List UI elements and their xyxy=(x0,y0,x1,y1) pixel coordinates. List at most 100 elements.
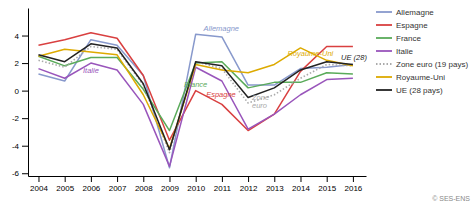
tick-label: 2011 xyxy=(214,184,232,193)
annotation: Italie xyxy=(83,66,99,75)
plot-area xyxy=(38,33,352,168)
tick-mark xyxy=(143,176,144,182)
legend-label: Italie xyxy=(396,47,413,56)
tick-label: 2 xyxy=(15,59,20,68)
tick-label: 2005 xyxy=(56,184,74,193)
tick-mark xyxy=(91,176,92,182)
tick-label: 2006 xyxy=(82,184,100,193)
x-tick: 2004 xyxy=(30,176,48,193)
annotation-line: Italie xyxy=(83,66,99,75)
y-tick: -2 xyxy=(12,114,28,123)
x-tick: 2007 xyxy=(109,176,127,193)
x-tick: 2016 xyxy=(345,176,363,193)
x-tick: 2014 xyxy=(292,176,310,193)
tick-mark xyxy=(22,173,28,174)
tick-label: 4 xyxy=(15,32,20,41)
legend-swatch xyxy=(376,63,392,65)
tick-mark xyxy=(248,176,249,182)
tick-label: -6 xyxy=(12,169,20,178)
annotation-line: UE (28) xyxy=(341,53,367,62)
tick-mark xyxy=(22,91,28,92)
legend-item: Royaume-Uni xyxy=(376,73,445,82)
legend-label: Espagne xyxy=(396,21,428,30)
y-tick: -6 xyxy=(12,169,28,178)
tick-label: 0 xyxy=(15,87,20,96)
series-line xyxy=(38,63,352,166)
annotation: Espagne xyxy=(206,90,236,99)
tick-mark xyxy=(22,63,28,64)
legend: Allemagne Espagne France Italie Zone euro (1… xyxy=(376,8,468,95)
legend-label: UE (28 pays) xyxy=(396,86,443,95)
series-line xyxy=(38,44,352,150)
tick-mark xyxy=(196,176,197,182)
x-tick: 2012 xyxy=(240,176,258,193)
series-line xyxy=(38,33,352,140)
annotation: Allemagne xyxy=(203,24,239,33)
x-axis: 2004 2005 2006 2007 2008 2009 2010 2011 2012 2013… xyxy=(29,176,367,193)
legend-item: UE (28 pays) xyxy=(376,86,443,95)
legend-item: Allemagne xyxy=(376,8,434,17)
annotation-line: France xyxy=(184,80,207,89)
legend-label: France xyxy=(396,34,421,43)
tick-label: 2004 xyxy=(30,184,48,193)
x-tick: 2009 xyxy=(161,176,179,193)
legend-label: Royaume-Uni xyxy=(396,73,445,82)
annotation-line: euro xyxy=(252,101,267,110)
legend-item: Espagne xyxy=(376,21,428,30)
y-tick: 2 xyxy=(15,59,28,68)
tick-mark xyxy=(353,176,354,182)
tick-mark xyxy=(117,176,118,182)
annotation: Royaume-Uni xyxy=(287,49,333,58)
annotation-line: Espagne xyxy=(206,90,236,99)
x-tick: 2006 xyxy=(82,176,100,193)
annotation-line: © SES-ENS xyxy=(432,195,470,202)
tick-label: 2014 xyxy=(292,184,310,193)
tick-mark xyxy=(274,176,275,182)
tick-label: 2015 xyxy=(318,184,336,193)
tick-mark xyxy=(38,176,39,182)
annotation: © SES-ENS xyxy=(432,195,470,202)
tick-mark xyxy=(22,146,28,147)
tick-label: -2 xyxy=(12,114,20,123)
x-tick: 2013 xyxy=(266,176,284,193)
annotations: AllemagneItalieFranceEspagneZoneeuroRoya… xyxy=(83,24,470,202)
tick-mark xyxy=(300,176,301,182)
x-tick: 2005 xyxy=(56,176,74,193)
legend-label: Allemagne xyxy=(396,8,434,17)
legend-swatch xyxy=(376,89,392,91)
legend-swatch xyxy=(376,37,392,39)
tick-mark xyxy=(169,176,170,182)
legend-label: Zone euro (19 pays) xyxy=(396,60,468,69)
y-tick: 4 xyxy=(15,32,28,41)
tick-mark xyxy=(65,176,66,182)
annotation: UE (28) xyxy=(341,53,367,62)
y-axis: -6 -4 -2 0 2 4 xyxy=(12,9,29,179)
tick-label: 2009 xyxy=(161,184,179,193)
annotation: France xyxy=(184,80,207,89)
legend-swatch xyxy=(376,76,392,78)
tick-label: 2012 xyxy=(240,184,258,193)
axis-domain xyxy=(28,9,29,177)
legend-item: Zone euro (19 pays) xyxy=(376,60,468,69)
chart: 2004 2005 2006 2007 2008 2009 2010 2011 2012 2013… xyxy=(0,0,474,204)
legend-swatch xyxy=(376,24,392,26)
tick-label: 2016 xyxy=(345,184,363,193)
tick-label: 2010 xyxy=(187,184,205,193)
x-tick: 2008 xyxy=(135,176,153,193)
tick-label: 2013 xyxy=(266,184,284,193)
tick-label: -4 xyxy=(12,142,20,151)
x-tick: 2010 xyxy=(187,176,205,193)
tick-label: 2008 xyxy=(135,184,153,193)
tick-mark xyxy=(327,176,328,182)
y-tick: -4 xyxy=(12,142,28,151)
annotation: Zoneeuro xyxy=(251,93,269,110)
annotation-line: Allemagne xyxy=(203,24,239,33)
tick-mark xyxy=(22,118,28,119)
series-line xyxy=(38,34,352,168)
legend-item: France xyxy=(376,34,421,43)
tick-mark xyxy=(22,36,28,37)
x-tick: 2011 xyxy=(214,176,232,193)
y-tick: 0 xyxy=(15,87,28,96)
tick-mark xyxy=(222,176,223,182)
tick-label: 2007 xyxy=(109,184,127,193)
